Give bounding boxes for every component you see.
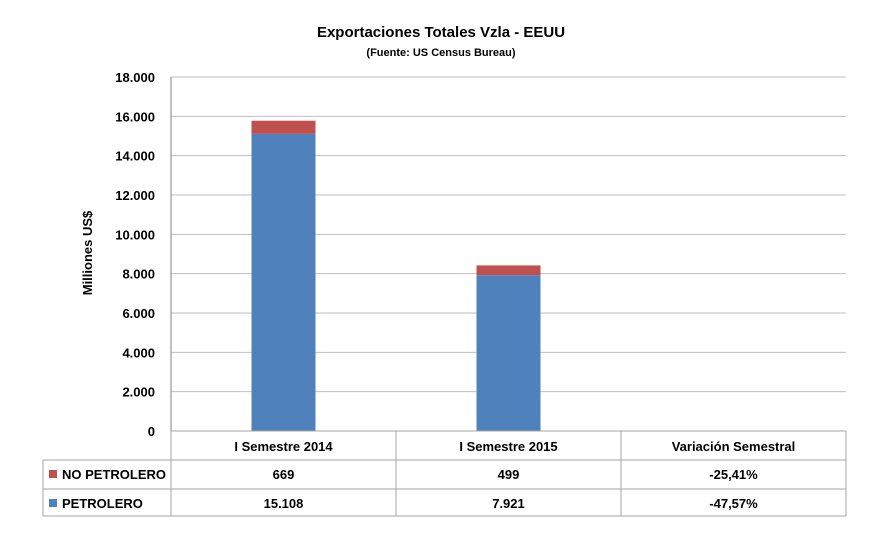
y-tick-label: 4.000: [122, 345, 155, 360]
y-tick-label: 14.000: [115, 149, 155, 164]
data-label: 7.921: [492, 496, 525, 511]
y-tick-label: 10.000: [115, 227, 155, 242]
legend-label: PETROLERO: [62, 496, 143, 511]
chart-subtitle: (Fuente: US Census Bureau): [366, 47, 515, 59]
data-label: -47,57%: [709, 496, 758, 511]
y-tick-label: 12.000: [115, 188, 155, 203]
y-tick-label: 2.000: [122, 385, 155, 400]
bar-no-petrolero: [476, 265, 541, 276]
category-label: I Semestre 2014: [234, 439, 333, 454]
y-tick-label: 8.000: [122, 267, 155, 282]
bar-petrolero: [251, 133, 316, 431]
y-axis-label: Milliones US$: [80, 210, 95, 295]
y-tick-label: 0: [148, 424, 155, 439]
data-table: I Semestre 2014 I Semestre 2015 Variación …: [42, 430, 847, 517]
y-axis-ticks: 0 2.000 4.000 6.000 8.000 10.000 12.000 14.000 1…: [115, 70, 155, 439]
data-label: 15.108: [264, 496, 304, 511]
chart-title: Exportaciones Totales Vzla - EEUU: [317, 24, 565, 41]
data-label: -25,41%: [709, 467, 758, 482]
legend-label: NO PETROLERO: [62, 467, 166, 482]
data-label: 669: [273, 467, 295, 482]
legend-swatch: [49, 470, 57, 478]
category-label: Variación Semestral: [672, 439, 796, 454]
legend-swatch: [49, 499, 57, 507]
y-tick-label: 16.000: [115, 109, 155, 124]
bar-petrolero: [476, 275, 541, 431]
y-tick-label: 6.000: [122, 306, 155, 321]
bars: [251, 120, 541, 431]
y-tick-label: 18.000: [115, 70, 155, 85]
bar-no-petrolero: [251, 120, 316, 134]
category-label: I Semestre 2015: [459, 439, 557, 454]
data-label: 499: [498, 467, 520, 482]
